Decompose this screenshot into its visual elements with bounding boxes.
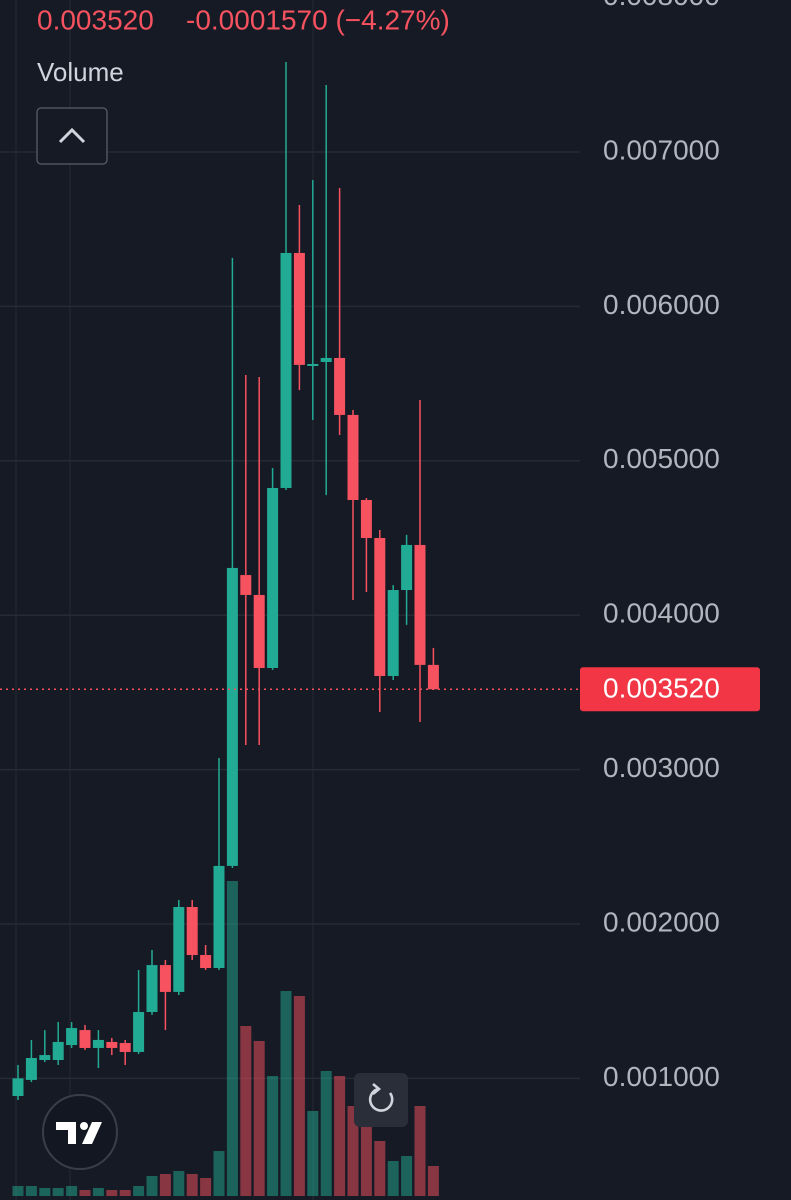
- candle-body: [320, 357, 332, 362]
- volume-bar: [347, 1106, 359, 1196]
- candle-body: [307, 363, 319, 366]
- candle-body: [401, 544, 413, 591]
- candle-body: [293, 252, 305, 365]
- volume-bars: [12, 881, 439, 1196]
- candle-body: [119, 1043, 131, 1052]
- candle-body: [146, 965, 158, 1012]
- logo-slash: [82, 1122, 102, 1144]
- candle-body: [186, 907, 198, 956]
- volume-bar: [159, 1174, 171, 1196]
- y-tick-label: 0.003000: [603, 752, 720, 783]
- candle-body: [267, 487, 279, 668]
- volume-bar: [106, 1190, 118, 1196]
- candle-body: [374, 537, 386, 677]
- volume-bar: [427, 1166, 439, 1196]
- candles: [0, 61, 580, 1100]
- last-price-label: 0.003520: [603, 673, 720, 704]
- candle-body: [213, 865, 225, 968]
- price-axis: 0.001000 0.002000 0.003000 0.004000 0.005000…: [580, 0, 760, 1092]
- collapse-button-frame[interactable]: [36, 107, 108, 165]
- reset-arrow: [372, 1083, 382, 1095]
- candle-body: [173, 907, 185, 992]
- y-tick-label: 0.002000: [603, 906, 720, 937]
- volume-bar: [146, 1176, 158, 1196]
- candle-body: [25, 1058, 37, 1080]
- volume-bar: [307, 1111, 319, 1196]
- chevron-icon: [58, 127, 86, 144]
- volume-bar: [213, 1151, 225, 1196]
- candle-body: [280, 252, 292, 488]
- candle-body: [39, 1055, 51, 1061]
- logo-badge[interactable]: [42, 1094, 118, 1170]
- candle-body: [159, 965, 171, 992]
- volume-bar: [240, 1026, 252, 1196]
- volume-bar: [25, 1186, 37, 1196]
- collapse-button[interactable]: [36, 107, 108, 165]
- candle-body: [12, 1078, 24, 1096]
- candle-body: [226, 567, 238, 866]
- candle-body: [106, 1041, 118, 1048]
- grid: [0, 151, 580, 1080]
- logo-mark: [56, 1122, 76, 1144]
- volume-bar: [360, 1116, 372, 1196]
- reset-icon: [368, 1087, 394, 1112]
- volume-bar: [320, 1071, 332, 1196]
- y-tick-label: 0.004000: [603, 598, 720, 629]
- volume-label: Volume: [37, 57, 124, 87]
- candle-body: [79, 1030, 91, 1048]
- y-tick-label: 0.008000: [603, 0, 720, 11]
- volume-bar: [173, 1171, 185, 1196]
- volume-bar: [52, 1188, 64, 1196]
- volume-bar: [387, 1161, 399, 1196]
- candle-body: [92, 1039, 104, 1048]
- header-change: -0.0001570 (−4.27%): [186, 4, 450, 35]
- reset-button-frame[interactable]: [354, 1073, 408, 1127]
- volume-bar: [66, 1186, 78, 1196]
- volume-bar: [374, 1141, 386, 1196]
- last-price-box: [580, 667, 760, 712]
- volume-bar: [267, 1076, 279, 1196]
- logo-dot: [80, 1122, 88, 1130]
- candle-body: [360, 500, 372, 538]
- candle-body: [253, 594, 265, 668]
- volume-bar: [414, 1106, 426, 1196]
- candle-body: [240, 575, 252, 595]
- volume-bar: [92, 1188, 104, 1196]
- candle-body: [133, 1011, 145, 1052]
- header-price: 0.003520: [37, 4, 154, 35]
- reset-button[interactable]: [354, 1073, 408, 1127]
- candle-body: [387, 590, 399, 677]
- volume-bar: [226, 881, 238, 1196]
- candle-body: [414, 544, 426, 665]
- candle-body: [334, 357, 346, 415]
- candle-body: [66, 1028, 78, 1046]
- volume-bar: [133, 1186, 145, 1196]
- y-tick-label: 0.005000: [603, 443, 720, 474]
- volume-bar: [401, 1156, 413, 1196]
- y-tick-label: 0.007000: [603, 134, 720, 165]
- volume-bar: [200, 1178, 212, 1196]
- candle-body: [200, 955, 212, 968]
- logo[interactable]: [42, 1094, 118, 1170]
- volume-bar: [12, 1186, 24, 1196]
- volume-bar: [280, 991, 292, 1196]
- volume-bar: [186, 1174, 198, 1196]
- volume-bar: [119, 1190, 131, 1196]
- volume-bar: [39, 1188, 51, 1196]
- candle-body: [347, 414, 359, 501]
- y-tick-label: 0.001000: [603, 1061, 720, 1092]
- volume-bar: [334, 1076, 346, 1196]
- y-tick-label: 0.006000: [603, 289, 720, 320]
- volume-bar: [253, 1041, 265, 1196]
- volume-bar: [79, 1190, 91, 1196]
- volume-bar: [293, 996, 305, 1196]
- candle-body: [427, 664, 439, 690]
- candle-body: [52, 1041, 64, 1061]
